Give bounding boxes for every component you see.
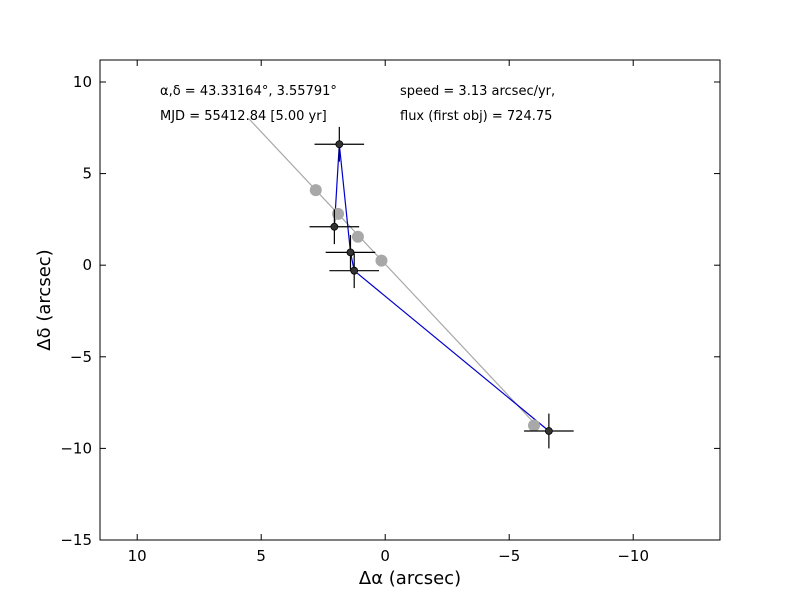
y-tick-label-1: 5 <box>82 165 92 183</box>
plot-content <box>248 118 574 449</box>
model-track-line <box>248 118 537 426</box>
y-tick-label-2: 0 <box>82 256 92 274</box>
axes-frame <box>99 59 721 541</box>
y-tick-label-5: −15 <box>60 531 92 549</box>
model-point-0 <box>309 184 322 197</box>
observed-point-3 <box>350 266 359 275</box>
x-axis-label: Δα (arcsec) <box>359 568 461 589</box>
observed-point-4 <box>544 427 553 435</box>
annotation-mjd: MJD = 55412.84 [5.00 yr] <box>160 109 327 124</box>
axis-ticks: 10 5 0 −5 −10 10 5 0 −5 −10 −15 <box>60 60 720 565</box>
model-point-3 <box>375 254 388 267</box>
x-tick-label-2: 0 <box>380 547 390 565</box>
model-point-4 <box>528 419 540 432</box>
x-tick-label-3: −5 <box>498 547 520 565</box>
y-tick-label-3: −5 <box>70 348 92 366</box>
observed-point-2 <box>346 248 355 257</box>
y-tick-label-4: −10 <box>60 439 92 457</box>
annotation-coords: α,δ = 43.33164°, 3.55791° <box>160 84 337 99</box>
y-tick-label-0: 10 <box>73 73 92 91</box>
annotation-flux: flux (first obj) = 724.75 <box>400 109 552 124</box>
y-axis-label: Δδ (arcsec) <box>34 249 55 350</box>
model-point-1 <box>332 207 345 220</box>
observed-point-0 <box>335 140 344 149</box>
x-tick-label-1: 5 <box>256 547 266 565</box>
observed-point-1 <box>330 222 339 231</box>
annotation-speed: speed = 3.13 arcsec/yr, <box>400 84 555 99</box>
model-point-2 <box>351 230 364 243</box>
x-tick-label-0: 10 <box>128 547 147 565</box>
x-tick-label-4: −10 <box>617 547 649 565</box>
